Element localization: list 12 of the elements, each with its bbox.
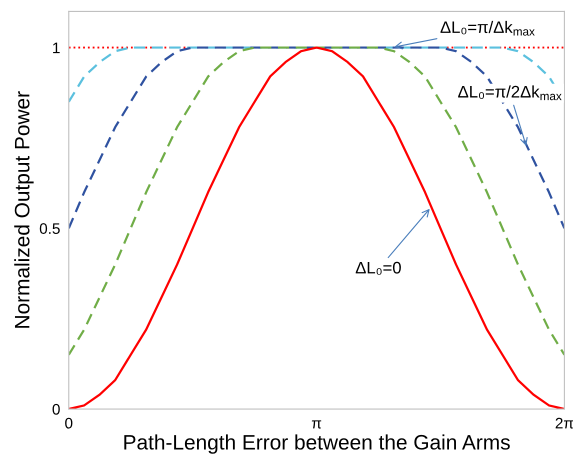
y-tick-label: 0.5	[40, 223, 60, 234]
x-tick-label: 0	[65, 418, 72, 429]
annotation: ΔL₀=0	[356, 262, 401, 275]
y-tick-label: 0	[52, 404, 60, 415]
x-axis-title: Path-Length Error between the Gain Arms	[124, 434, 510, 454]
x-tick-label: 2π	[556, 418, 573, 429]
y-tick-label: 1	[53, 42, 60, 54]
y-axis-title: Normalized Output Power	[14, 91, 34, 328]
annotation: ΔL₀=π/Δk$_{max}$	[440, 20, 535, 36]
x-tick-label: π	[312, 420, 322, 429]
line-series	[68, 46, 564, 230]
annotation: ΔL₀=π/2Δk$_{max}$	[458, 85, 562, 100]
